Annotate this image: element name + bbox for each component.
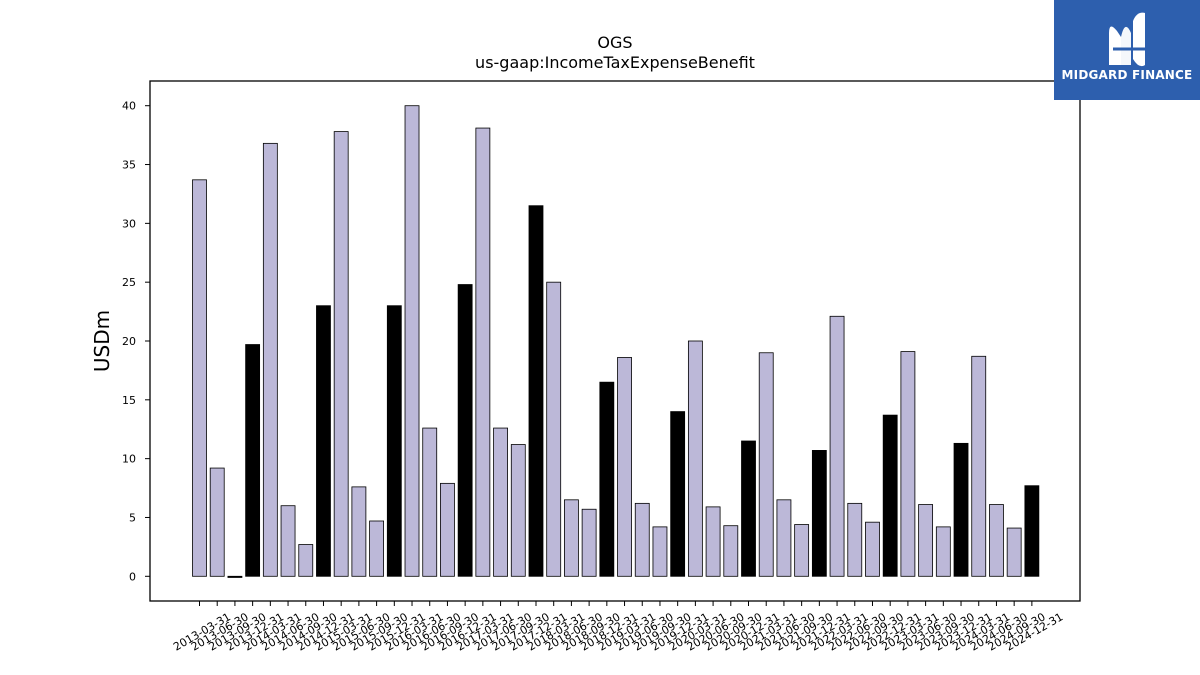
bar-2015-03-31 [333,131,349,577]
bar-2021-06-30 [776,499,792,577]
bar-2017-03-31 [475,127,491,577]
y-axis-label: USDm [90,310,114,372]
logo: MIDGARD FINANCE [1054,0,1200,100]
logo-text: MIDGARD FINANCE [1061,68,1193,82]
bar-2019-09-30 [652,526,668,577]
chart-subtitle: us-gaap:IncomeTaxExpenseBenefit [475,53,755,72]
bar-2022-09-30 [865,521,880,577]
bar-2023-09-30 [935,526,951,577]
bar-2023-12-31 [953,442,969,577]
bar-2020-12-31 [741,440,756,577]
bar-2014-06-30 [280,505,296,577]
bars-layer [192,105,1040,578]
bar-2014-09-30 [298,544,314,577]
bar-2013-12-31 [245,344,261,577]
y-tick-label: 10 [122,453,136,466]
bar-2016-03-31 [404,105,420,577]
bar-2019-12-31 [670,411,686,577]
y-tick-label: 35 [122,159,136,172]
bar-2022-03-31 [829,315,845,577]
bar-2017-06-30 [493,427,508,577]
bar-2023-06-30 [918,504,934,577]
bar-2017-09-30 [510,444,526,577]
midgard-logo-icon [1109,12,1147,67]
bar-2016-09-30 [440,482,455,577]
bar-2015-09-30 [369,520,385,577]
bar-2018-03-31 [546,281,562,577]
y-tick-label: 15 [122,394,136,407]
bar-2024-09-30 [1006,527,1022,577]
bar-2024-12-31 [1024,485,1040,577]
y-tick-label: 40 [122,100,136,113]
bar-2020-09-30 [723,525,739,577]
bar-2021-09-30 [794,524,810,577]
bar-2018-12-31 [599,381,615,577]
bar-2020-06-30 [705,506,721,577]
bar-2021-03-31 [758,352,774,577]
bar-2015-12-31 [386,305,402,577]
bar-2015-06-30 [351,486,367,577]
x-ticks: 2013-03-312013-06-302013-09-302013-12-31… [171,601,1065,654]
bar-2019-03-31 [617,357,632,577]
bar-2017-12-31 [528,205,544,577]
y-tick-label: 30 [122,217,136,230]
bar-2013-03-31 [192,179,207,577]
bar-2019-06-30 [634,502,650,577]
chart-title: OGS [597,33,632,52]
plot-frame [149,80,1081,602]
y-tick-label: 20 [122,335,136,348]
bar-2018-06-30 [564,499,579,577]
bar-2023-03-31 [900,351,916,577]
bar-2013-09-30 [227,575,243,578]
bar-2021-12-31 [811,450,827,577]
y-tick-label: 0 [129,570,136,583]
bar-2014-12-31 [316,305,331,577]
bar-2024-03-31 [971,355,987,577]
y-ticks: 0 5 10 15 20 25 30 35 40 [122,100,150,583]
bar-2022-12-31 [882,414,898,577]
bar-2014-03-31 [262,142,278,577]
bar-2020-03-31 [687,340,703,577]
bar-2024-06-30 [989,504,1004,577]
y-tick-label: 5 [129,511,136,524]
bar-2022-06-30 [847,502,863,577]
bar-2016-06-30 [422,427,438,577]
bar-2013-06-30 [209,467,225,577]
y-tick-label: 25 [122,276,136,289]
bar-2018-09-30 [581,508,597,577]
bar-2016-12-31 [457,284,473,577]
